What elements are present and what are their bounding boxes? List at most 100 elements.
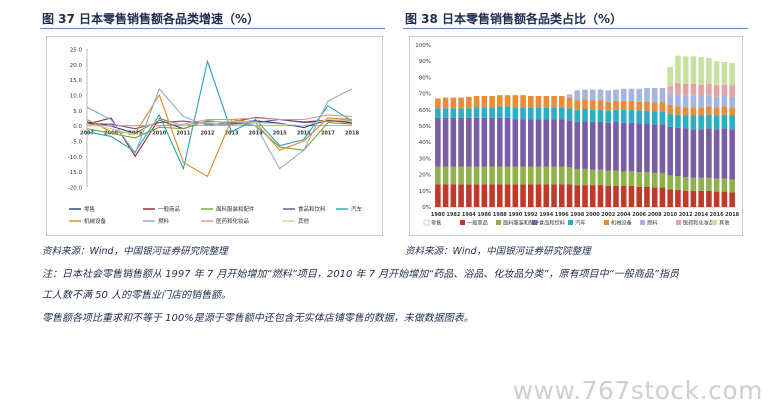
bar-segment — [605, 170, 612, 186]
bar-segment — [574, 168, 581, 186]
bar-segment — [605, 110, 612, 123]
series-line — [87, 114, 353, 127]
bar-segment — [682, 95, 689, 108]
bar-segment — [597, 89, 604, 101]
bar-segment — [473, 184, 480, 207]
bar-segment — [450, 108, 457, 118]
bar-segment — [682, 128, 689, 178]
bar-segment — [675, 83, 681, 95]
bar-segment — [682, 83, 689, 96]
bar-segment — [644, 110, 650, 124]
legend-label: 零售 — [431, 219, 441, 227]
bar-segment — [667, 175, 673, 190]
bar-segment — [682, 56, 689, 84]
bar-segment — [597, 100, 604, 110]
bar-segment — [574, 185, 581, 207]
y-tick-label: 80% — [419, 75, 431, 81]
bar-segment — [566, 108, 573, 121]
note-line-2: 工人数不满 50 人的零售业门店的销售额。 — [42, 290, 232, 301]
bar-segment — [698, 84, 704, 97]
bar-segment — [558, 166, 565, 185]
legend-swatch — [640, 220, 645, 225]
bar-segment — [721, 114, 728, 129]
bar-segment — [636, 110, 642, 124]
bar-segment — [651, 111, 658, 125]
bar-segment — [644, 87, 650, 102]
bar-segment — [713, 96, 720, 108]
y-tick-label: 10% — [419, 189, 431, 195]
bar-segment — [698, 190, 704, 207]
bar-segment — [528, 184, 534, 207]
x-tick-label: 2017 — [321, 131, 335, 137]
bar-segment — [690, 83, 697, 96]
bar-segment — [667, 113, 673, 127]
x-tick-label: 1984 — [462, 212, 476, 218]
legend-label: 燃料 — [647, 219, 657, 227]
y-tick-label: 20% — [419, 173, 431, 179]
y-tick-label: 90% — [419, 59, 431, 65]
x-tick-label: 2004 — [617, 212, 631, 218]
bar-segment — [706, 128, 712, 178]
x-tick-label: 2016 — [710, 212, 724, 218]
y-tick-label: 40% — [419, 140, 431, 146]
right-title: 图 38 日本零售销售额各品类占比（%） — [405, 12, 623, 26]
bar-segment — [458, 117, 464, 167]
legend-label: 面料服装和配件 — [216, 205, 255, 213]
legend-swatch — [676, 220, 681, 225]
y-tick-label: 50% — [419, 124, 431, 130]
bar-segment — [675, 189, 681, 207]
bar-segment — [528, 166, 534, 185]
bar-segment — [466, 166, 472, 185]
bar-segment — [512, 107, 519, 120]
legend-label: 零售 — [84, 205, 95, 213]
legend-swatch — [460, 220, 465, 225]
bar-segment — [589, 109, 596, 122]
bar-segment — [466, 108, 472, 118]
bar-segment — [535, 166, 542, 185]
bar-segment — [566, 97, 573, 109]
bar-segment — [706, 95, 712, 107]
bar-segment — [620, 171, 627, 186]
right-source: 资料来源：Wind，中国银河证券研究院整理 — [405, 246, 591, 257]
series-line — [86, 87, 353, 170]
x-tick-label: 1988 — [493, 212, 507, 218]
bar-segment — [512, 95, 519, 108]
legend-label: 面料服装和配件 — [503, 219, 539, 227]
bar-segment — [682, 107, 689, 116]
x-tick-label: 1996 — [555, 212, 569, 218]
bar-segment — [698, 57, 704, 85]
bar-segment — [651, 87, 658, 103]
x-tick-label: 2013 — [225, 131, 239, 137]
series-line — [86, 93, 353, 178]
bar-segment — [466, 117, 472, 167]
bar-segment — [706, 83, 712, 96]
share-stacked-bar-chart: 0%10%20%30%40%50%60%70%80%90%100%1980 198… — [415, 43, 739, 227]
bar-segment — [729, 129, 735, 180]
bar-segment — [558, 119, 565, 167]
series-line — [86, 59, 353, 171]
bar-segment — [667, 104, 673, 114]
legend-swatch — [568, 220, 573, 225]
x-tick-label: 1980 — [431, 212, 445, 218]
bar-segment — [512, 166, 519, 185]
bar-segment — [628, 185, 635, 207]
bar-segment — [729, 85, 735, 97]
bar-segment — [589, 121, 596, 170]
bar-segment — [528, 107, 534, 120]
bar-segment — [442, 117, 449, 167]
x-tick-label: 2010 — [152, 131, 166, 137]
bar-segment — [543, 107, 550, 120]
bar-segment — [442, 184, 449, 207]
series-line — [86, 118, 353, 136]
bar-segment — [489, 96, 495, 108]
legend-label: 食品和饮料 — [539, 219, 565, 227]
y-tick-label: 100% — [415, 43, 431, 49]
bar-segment — [489, 107, 495, 118]
bar-segment — [698, 115, 704, 130]
bar-segment — [713, 115, 720, 130]
growth-line-chart: -20.0 -15.0 -10.0 -5.0 0.0 5.0 10.0 15.0 20.0 25.… — [68, 48, 363, 226]
bar-segment — [729, 179, 735, 193]
bar-segment — [543, 166, 550, 185]
bar-segment — [682, 115, 689, 129]
bar-segment — [466, 96, 472, 109]
